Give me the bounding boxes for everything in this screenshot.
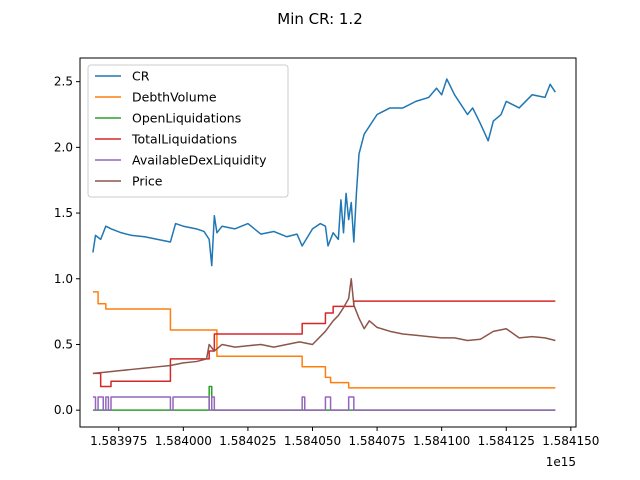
y-tick-label: 0.0 bbox=[54, 403, 73, 417]
series-line-debthvolume bbox=[92, 291, 556, 389]
plot-series-group bbox=[92, 78, 556, 411]
legend-label: AvailableDexLiquidity bbox=[132, 153, 267, 168]
x-tick-label: 1.584050 bbox=[284, 434, 341, 448]
x-tick-label: 1.584075 bbox=[348, 434, 405, 448]
y-tick-label: 1.0 bbox=[54, 272, 73, 286]
x-tick-label: 1.584150 bbox=[542, 434, 599, 448]
y-tick-label: 1.5 bbox=[54, 206, 73, 220]
series-line-cr bbox=[92, 78, 556, 267]
x-axis-ticks: 1.583975 1.584000 1.584025 1.584050 1.584075… bbox=[90, 427, 599, 448]
x-tick-label: 1.584000 bbox=[155, 434, 212, 448]
y-axis-ticks: 0.0 0.5 1.0 1.5 2.0 2.5 bbox=[54, 75, 80, 417]
series-line-totalliquidations bbox=[92, 300, 556, 388]
x-tick-label: 1.584025 bbox=[219, 434, 276, 448]
legend-box bbox=[87, 64, 289, 198]
x-tick-label: 1.584125 bbox=[478, 434, 535, 448]
legend-label: CR bbox=[132, 69, 150, 84]
x-tick-label: 1.584100 bbox=[413, 434, 470, 448]
y-tick-label: 2.5 bbox=[54, 75, 73, 89]
x-axis-offset-label: 1e15 bbox=[546, 455, 576, 469]
series-line-price bbox=[92, 278, 556, 375]
legend-label: DebthVolume bbox=[132, 90, 217, 105]
legend-label: Price bbox=[132, 174, 163, 189]
series-line-availabledexliquidity bbox=[92, 396, 556, 411]
legend: CR DebthVolume OpenLiquidations TotalLiquid… bbox=[87, 64, 289, 198]
x-tick-label: 1.583975 bbox=[90, 434, 147, 448]
y-tick-label: 0.5 bbox=[54, 337, 73, 351]
axes-frame bbox=[79, 57, 577, 428]
chart-title: Min CR: 1.2 bbox=[277, 10, 363, 28]
legend-label: OpenLiquidations bbox=[132, 111, 241, 126]
legend-label: TotalLiquidations bbox=[131, 132, 237, 147]
y-tick-label: 2.0 bbox=[54, 140, 73, 154]
